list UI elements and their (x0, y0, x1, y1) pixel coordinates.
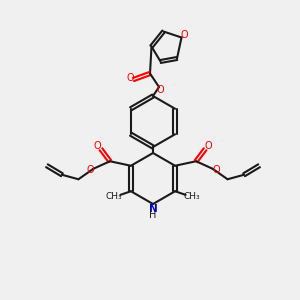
Text: O: O (126, 73, 134, 83)
Text: O: O (157, 85, 164, 95)
Text: H: H (149, 210, 157, 220)
Text: CH₃: CH₃ (184, 192, 200, 201)
Text: O: O (212, 165, 220, 175)
Text: O: O (94, 141, 101, 151)
Text: O: O (205, 141, 212, 151)
Text: O: O (181, 29, 188, 40)
Text: CH₃: CH₃ (106, 192, 122, 201)
Text: N: N (148, 204, 158, 214)
Text: O: O (86, 165, 94, 175)
